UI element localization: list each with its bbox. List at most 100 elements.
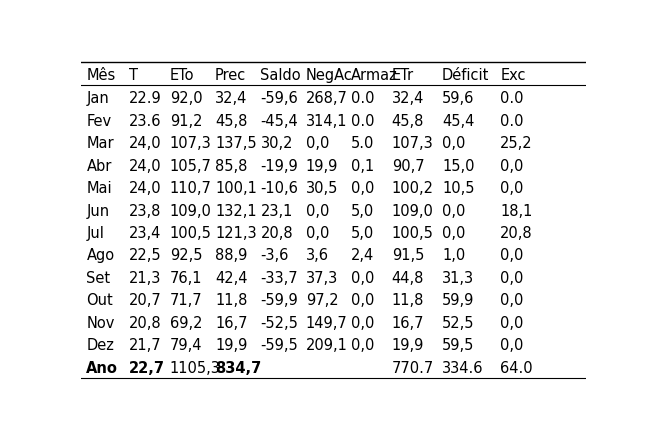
Text: 1,0: 1,0: [442, 248, 465, 263]
Text: -33,7: -33,7: [260, 270, 298, 285]
Text: 0,0: 0,0: [500, 338, 523, 353]
Text: 0,0: 0,0: [442, 203, 465, 218]
Text: 314,1: 314,1: [306, 113, 348, 128]
Text: -59,6: -59,6: [260, 91, 298, 106]
Text: -19,9: -19,9: [260, 158, 298, 173]
Text: 64.0: 64.0: [500, 360, 533, 375]
Text: 19,9: 19,9: [306, 158, 339, 173]
Text: 0,0: 0,0: [500, 293, 523, 307]
Text: 209,1: 209,1: [306, 338, 348, 353]
Text: 85,8: 85,8: [215, 158, 247, 173]
Text: 2,4: 2,4: [352, 248, 374, 263]
Text: -3,6: -3,6: [260, 248, 289, 263]
Text: 20,8: 20,8: [500, 226, 533, 240]
Text: 90,7: 90,7: [392, 158, 424, 173]
Text: 0,0: 0,0: [306, 136, 329, 151]
Text: 132,1: 132,1: [215, 203, 256, 218]
Text: 100,5: 100,5: [170, 226, 212, 240]
Text: ETo: ETo: [170, 67, 194, 82]
Text: 770.7: 770.7: [392, 360, 434, 375]
Text: 24,0: 24,0: [130, 158, 162, 173]
Text: 0.0: 0.0: [352, 113, 375, 128]
Text: 109,0: 109,0: [170, 203, 212, 218]
Text: 0,0: 0,0: [500, 315, 523, 330]
Text: 25,2: 25,2: [500, 136, 533, 151]
Text: Jul: Jul: [87, 226, 104, 240]
Text: 22.9: 22.9: [130, 91, 162, 106]
Text: 23,1: 23,1: [260, 203, 293, 218]
Text: 59,6: 59,6: [442, 91, 475, 106]
Text: -45,4: -45,4: [260, 113, 298, 128]
Text: 18,1: 18,1: [500, 203, 533, 218]
Text: 37,3: 37,3: [306, 270, 338, 285]
Text: 0,1: 0,1: [352, 158, 374, 173]
Text: 11,8: 11,8: [392, 293, 424, 307]
Text: -59,9: -59,9: [260, 293, 298, 307]
Text: 0,0: 0,0: [352, 338, 375, 353]
Text: Out: Out: [87, 293, 113, 307]
Text: 121,3: 121,3: [215, 226, 256, 240]
Text: 268,7: 268,7: [306, 91, 348, 106]
Text: 16,7: 16,7: [215, 315, 247, 330]
Text: NegAc: NegAc: [306, 67, 353, 82]
Text: 32,4: 32,4: [392, 91, 424, 106]
Text: 110,7: 110,7: [170, 180, 212, 196]
Text: Nov: Nov: [87, 315, 115, 330]
Text: 20,8: 20,8: [130, 315, 162, 330]
Text: 22,5: 22,5: [130, 248, 162, 263]
Text: 20,7: 20,7: [130, 293, 162, 307]
Text: 59,5: 59,5: [442, 338, 475, 353]
Text: Mês: Mês: [87, 67, 116, 82]
Text: Prec: Prec: [215, 67, 246, 82]
Text: 42,4: 42,4: [215, 270, 247, 285]
Text: 88,9: 88,9: [215, 248, 247, 263]
Text: 100,5: 100,5: [392, 226, 434, 240]
Text: 30,5: 30,5: [306, 180, 339, 196]
Text: -10,6: -10,6: [260, 180, 298, 196]
Text: Exc: Exc: [500, 67, 525, 82]
Text: 1105,3: 1105,3: [170, 360, 221, 375]
Text: 32,4: 32,4: [215, 91, 247, 106]
Text: 30,2: 30,2: [260, 136, 293, 151]
Text: 0,0: 0,0: [442, 136, 465, 151]
Text: 92,0: 92,0: [170, 91, 202, 106]
Text: 100,1: 100,1: [215, 180, 257, 196]
Text: 109,0: 109,0: [392, 203, 434, 218]
Text: 91,2: 91,2: [170, 113, 202, 128]
Text: 23,8: 23,8: [130, 203, 161, 218]
Text: 149,7: 149,7: [306, 315, 348, 330]
Text: Set: Set: [87, 270, 111, 285]
Text: 79,4: 79,4: [170, 338, 202, 353]
Text: T: T: [130, 67, 138, 82]
Text: 105,7: 105,7: [170, 158, 212, 173]
Text: Armaz: Armaz: [352, 67, 398, 82]
Text: 334.6: 334.6: [442, 360, 484, 375]
Text: 0,0: 0,0: [352, 180, 375, 196]
Text: 23,4: 23,4: [130, 226, 161, 240]
Text: 91,5: 91,5: [392, 248, 424, 263]
Text: 71,7: 71,7: [170, 293, 202, 307]
Text: Mai: Mai: [87, 180, 112, 196]
Text: Déficit: Déficit: [442, 67, 490, 82]
Text: 0.0: 0.0: [500, 113, 523, 128]
Text: Ago: Ago: [87, 248, 115, 263]
Text: 59,9: 59,9: [442, 293, 475, 307]
Text: 0,0: 0,0: [500, 158, 523, 173]
Text: 3,6: 3,6: [306, 248, 329, 263]
Text: 10,5: 10,5: [442, 180, 475, 196]
Text: 107,3: 107,3: [170, 136, 212, 151]
Text: 19,9: 19,9: [392, 338, 424, 353]
Text: Abr: Abr: [87, 158, 112, 173]
Text: 19,9: 19,9: [215, 338, 247, 353]
Text: Mar: Mar: [87, 136, 114, 151]
Text: 76,1: 76,1: [170, 270, 202, 285]
Text: 45,8: 45,8: [215, 113, 247, 128]
Text: Jun: Jun: [87, 203, 109, 218]
Text: 107,3: 107,3: [392, 136, 434, 151]
Text: Jan: Jan: [87, 91, 109, 106]
Text: 11,8: 11,8: [215, 293, 247, 307]
Text: 16,7: 16,7: [392, 315, 424, 330]
Text: Ano: Ano: [87, 360, 118, 375]
Text: 0,0: 0,0: [442, 226, 465, 240]
Text: 45,4: 45,4: [442, 113, 475, 128]
